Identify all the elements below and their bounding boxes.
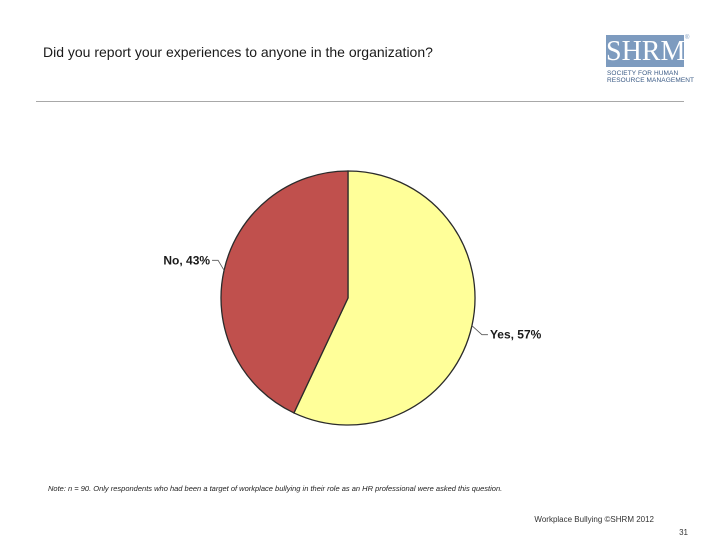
footer-copyright: Workplace Bullying ©SHRM 2012 — [534, 515, 654, 524]
leader-line-yes — [471, 325, 488, 336]
logo-registered-mark: ® — [685, 35, 690, 41]
chart-note: Note: n = 90. Only respondents who had b… — [48, 484, 503, 493]
slice-label-yes: Yes, 57% — [490, 328, 542, 342]
pie-labels: Yes, 57% No, 43% — [163, 253, 541, 341]
pie-slice-yes — [293, 170, 476, 426]
logo-tagline-line2: RESOURCE MANAGEMENT — [607, 77, 695, 84]
pie-slices — [220, 170, 476, 426]
pie-leader-lines — [212, 259, 488, 336]
pie-slice-no — [220, 170, 349, 414]
logo-wordmark: SHRM — [606, 35, 686, 67]
leader-line-no — [212, 259, 225, 271]
shrm-logo: SHRM ® SOCIETY FOR HUMAN RESOURCE MANAGE… — [606, 35, 694, 87]
logo-tagline-line1: SOCIETY FOR HUMAN — [607, 70, 679, 77]
slice-label-no: No, 43% — [163, 253, 210, 267]
slide-title: Did you report your experiences to anyon… — [43, 44, 433, 60]
title-divider — [36, 101, 684, 102]
page-number: 31 — [679, 528, 688, 537]
